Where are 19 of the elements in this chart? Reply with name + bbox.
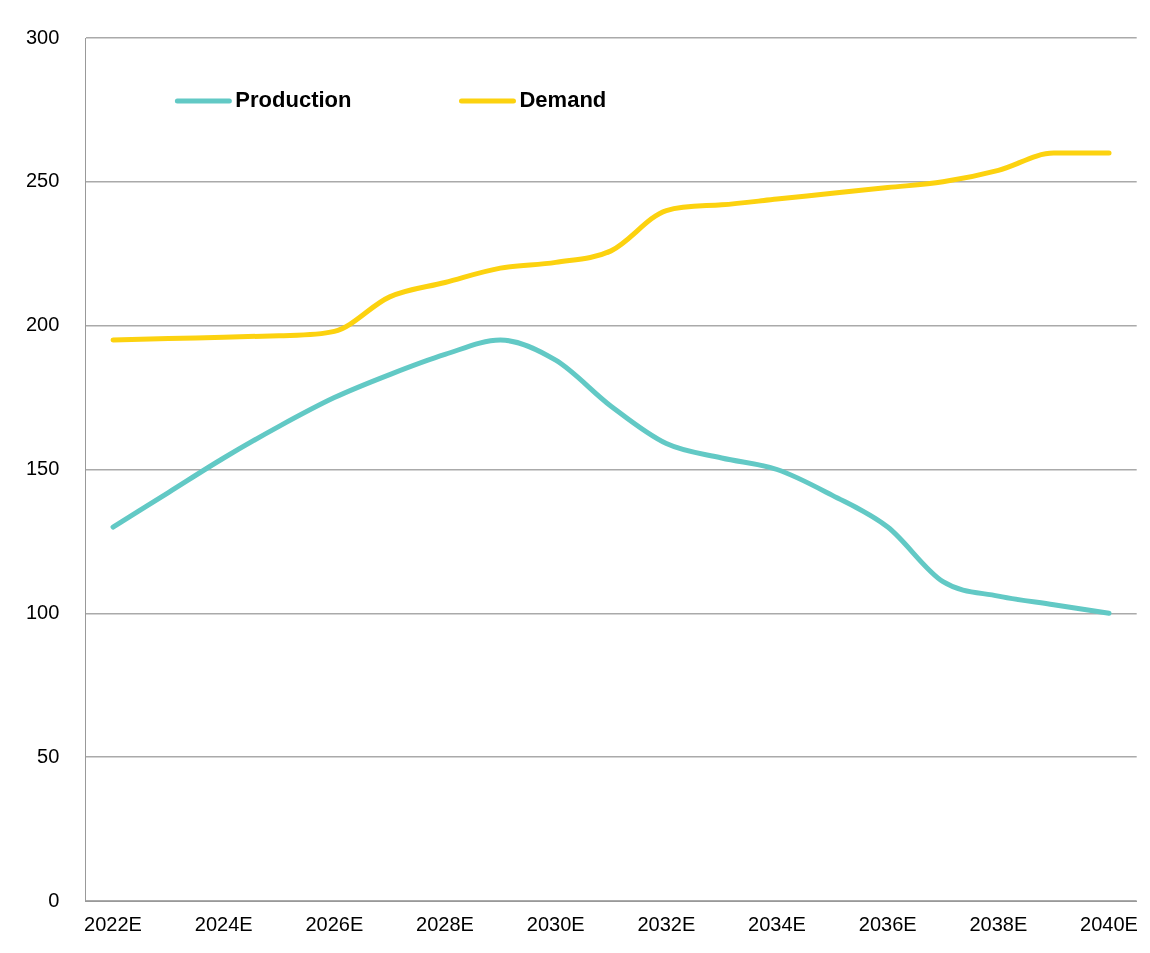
legend-label: Production	[235, 87, 352, 113]
legend-label: Demand	[519, 87, 607, 113]
x-tick-label: 2032E	[637, 912, 696, 935]
x-tick-label: 2024E	[194, 912, 253, 935]
x-tick-label: 2040E	[1080, 912, 1138, 935]
x-tick-label: 2022E	[84, 912, 142, 935]
y-tick-label: 250	[25, 169, 60, 192]
y-tick-label: 200	[25, 313, 60, 336]
x-tick-label: 2034E	[748, 912, 806, 935]
x-tick-label: 2028E	[416, 912, 474, 935]
y-tick-label: 0	[48, 888, 60, 911]
x-tick-label: 2030E	[526, 912, 585, 935]
x-tick-label: 2038E	[969, 912, 1028, 935]
y-tick-label: 300	[25, 25, 60, 48]
x-tick-label: 2026E	[305, 912, 364, 935]
y-tick-label: 100	[25, 600, 60, 623]
y-tick-label: 50	[37, 744, 60, 767]
y-tick-label: 150	[25, 457, 60, 480]
x-tick-label: 2036E	[858, 912, 917, 935]
